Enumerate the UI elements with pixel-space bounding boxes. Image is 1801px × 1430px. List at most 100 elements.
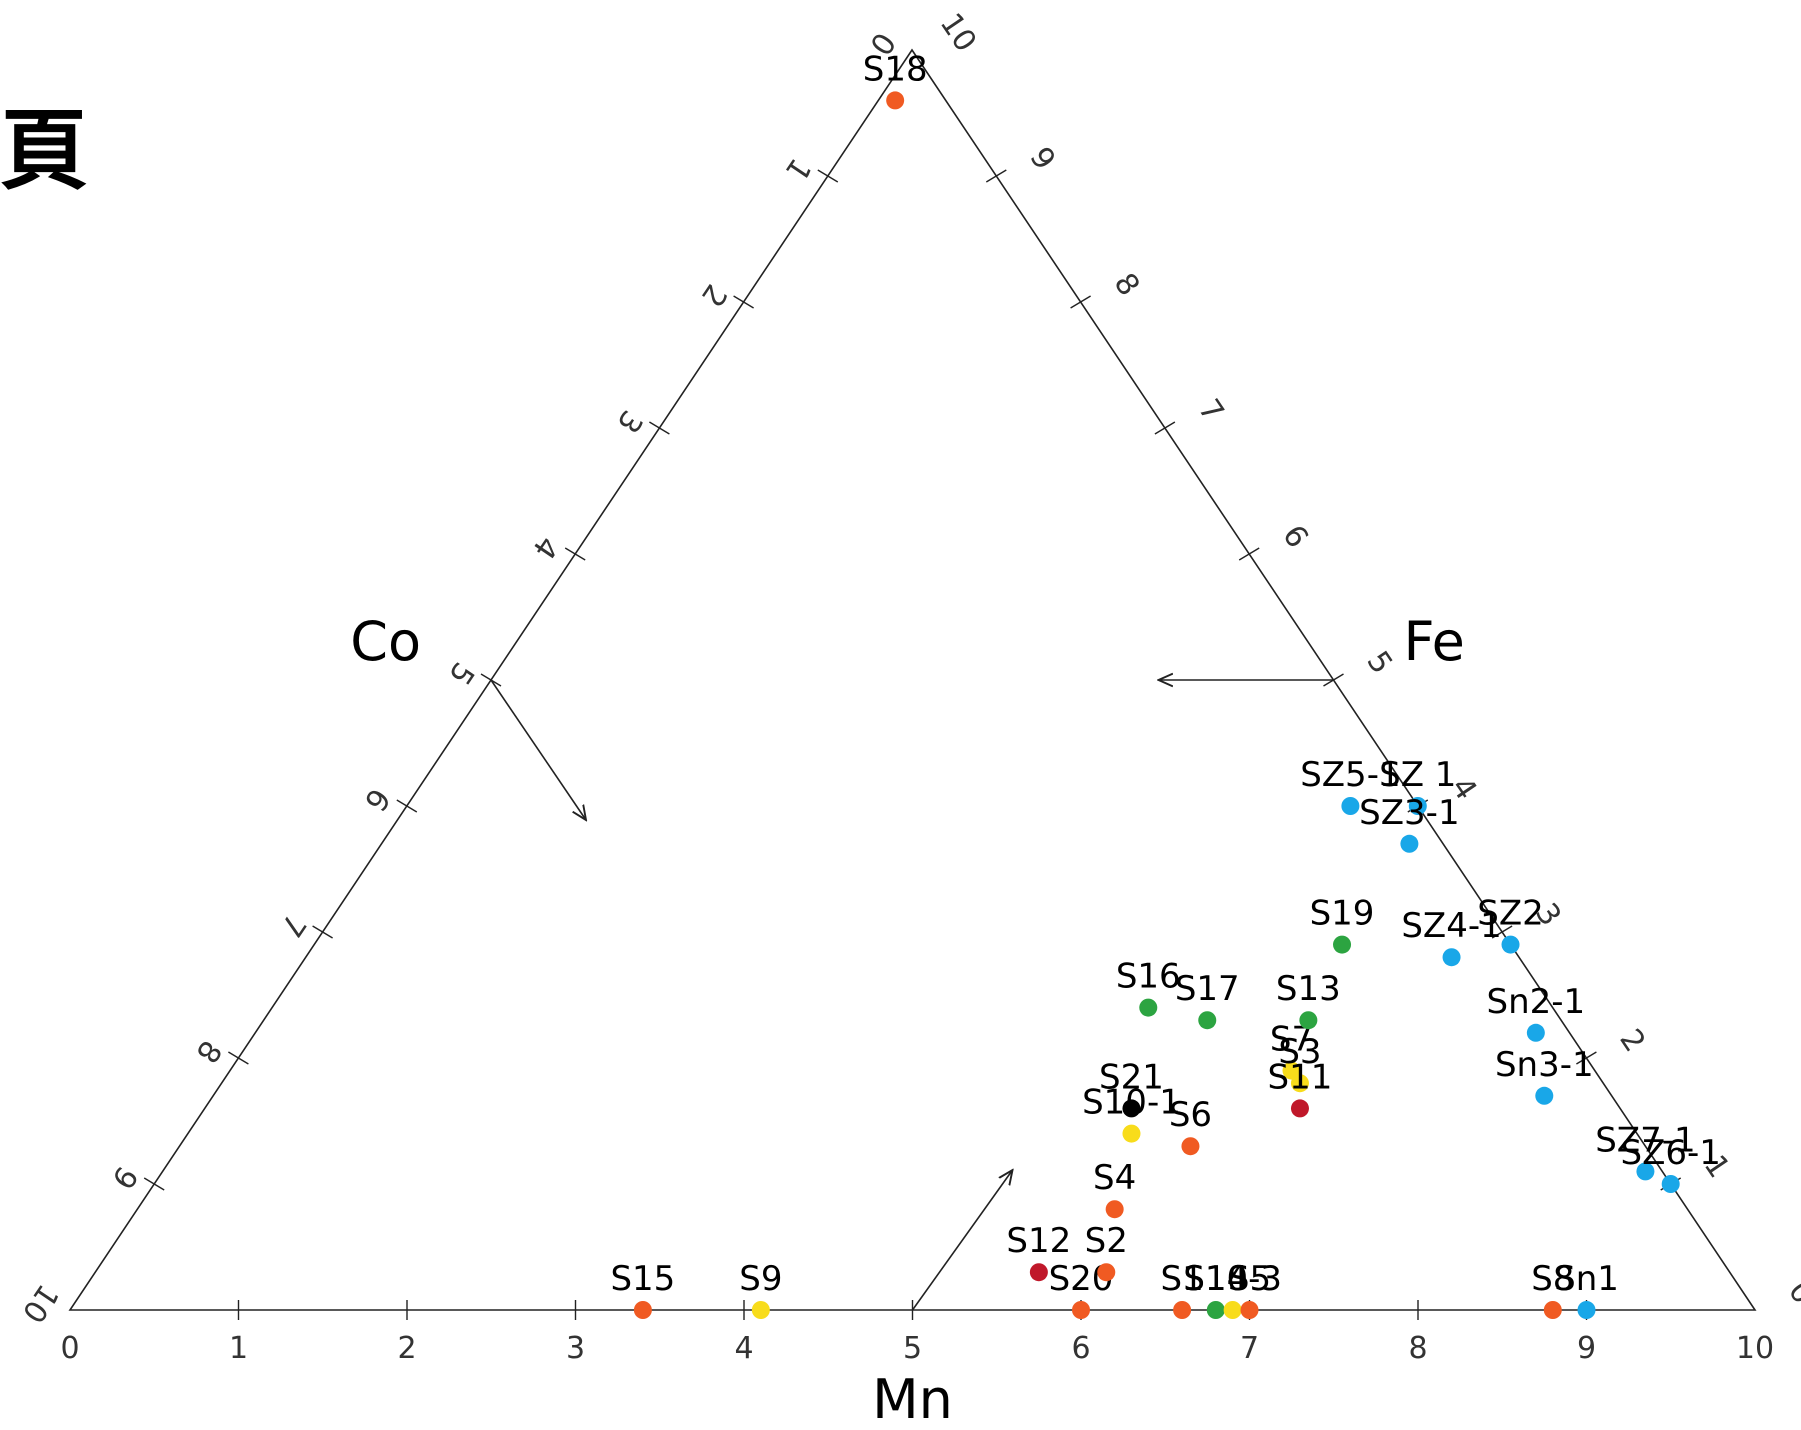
point-s6: [1181, 1137, 1200, 1156]
tick-label-right: 6: [1275, 519, 1315, 554]
point-sn3-1: [1535, 1086, 1554, 1105]
point-s15: [633, 1301, 652, 1319]
point-label: S16: [1116, 957, 1181, 997]
tick-label-bottom: 9: [1577, 1331, 1596, 1366]
point-label: S12: [1006, 1221, 1071, 1261]
axis-label-co: Co: [350, 610, 421, 673]
point-label: S15: [610, 1259, 675, 1299]
tick-label-bottom: 2: [397, 1331, 416, 1366]
tick-label-left: 7: [273, 908, 313, 943]
tick-right: [1070, 295, 1091, 309]
tick-label-right: 0: [1781, 1275, 1801, 1310]
point-sz6-1: [1661, 1175, 1680, 1193]
tick-label-left: 5: [441, 656, 481, 691]
tick-label-right: 7: [1191, 393, 1231, 428]
tick-label-left: 6: [357, 782, 397, 817]
tick-label-right: 9: [1022, 141, 1062, 176]
tick-label-bottom: 0: [60, 1331, 79, 1366]
point-s1: [1173, 1301, 1192, 1319]
triangle-frame: [68, 48, 1757, 1311]
point-label: Sn2-1: [1487, 982, 1586, 1022]
tick-label-left: 4: [525, 530, 565, 565]
point-label: S11: [1268, 1057, 1333, 1097]
tick-left: [312, 925, 333, 939]
tick-label-bottom: 3: [566, 1331, 585, 1366]
point-s11: [1290, 1099, 1309, 1118]
point-label: SZ2: [1477, 894, 1544, 934]
point-s4: [1105, 1200, 1124, 1219]
point-s3: [1290, 1074, 1309, 1093]
point-s21: [1122, 1099, 1141, 1118]
tick-left: [817, 169, 839, 183]
data-points: S18S15S12S20S4S10-1S21S16S17S7S13S19S6S3…: [610, 49, 1721, 1319]
point-label: S17: [1175, 969, 1240, 1009]
point-s8: [1543, 1301, 1562, 1319]
point-label: S19: [1310, 894, 1375, 934]
point-label: S8: [1531, 1259, 1574, 1299]
tick-label-left: 9: [104, 1160, 144, 1195]
tick-right: [985, 169, 1007, 183]
tick-label-bottom: 5: [903, 1331, 922, 1366]
point-s16: [1139, 998, 1158, 1017]
tick-left: [228, 1051, 249, 1065]
point-label: S1: [1160, 1259, 1203, 1299]
point-sz-1: [1408, 797, 1427, 815]
point-s14: [1206, 1301, 1225, 1319]
point-s9: [751, 1301, 770, 1319]
point-label: S5: [1228, 1259, 1271, 1299]
point-label: Sn1: [1554, 1259, 1619, 1299]
tick-label-bottom: 6: [1071, 1331, 1090, 1366]
point-s13: [1299, 1011, 1318, 1030]
point-label: S6: [1169, 1095, 1212, 1135]
tick-right: [1238, 547, 1260, 561]
point-label: SZ4-1: [1401, 906, 1501, 946]
axis-titles: Co Fe Mn: [350, 610, 1465, 1430]
point-label: SZ 1: [1379, 755, 1456, 795]
point-s12: [1029, 1263, 1048, 1282]
tick-label-bottom: 1: [229, 1331, 248, 1366]
tick-right: [1154, 421, 1176, 435]
tick-label-left: 10: [15, 1278, 65, 1329]
point-label: S13: [1276, 969, 1341, 1009]
point-s18: [886, 91, 905, 110]
point-sn2-1: [1526, 1023, 1545, 1042]
point-s10-3: [1223, 1301, 1242, 1319]
tick-label-bottom: 4: [734, 1331, 753, 1366]
tick-label-bottom: 8: [1408, 1331, 1427, 1366]
tick-label-right: 5: [1360, 645, 1400, 680]
tick-left: [143, 1177, 165, 1191]
tick-right: [1491, 925, 1513, 939]
point-s7: [1282, 1061, 1301, 1080]
point-sz5-1: [1341, 797, 1360, 815]
point-s10-1: [1122, 1124, 1141, 1143]
tick-label-left: 3: [609, 404, 649, 439]
point-s19: [1333, 935, 1352, 954]
tick-left: [396, 799, 418, 813]
tick-left: [649, 421, 670, 435]
point-label: S9: [739, 1259, 782, 1299]
tick-label-bottom: 10: [1736, 1331, 1774, 1366]
point-label: S18: [863, 49, 928, 89]
point-s2: [1097, 1263, 1116, 1282]
axis-label-mn: Mn: [872, 1368, 953, 1430]
tick-label-right: 8: [1107, 267, 1147, 302]
axis-label-fe: Fe: [1404, 610, 1465, 673]
point-label: SZ7-1: [1595, 1120, 1695, 1160]
tick-label-right: 10: [933, 7, 983, 58]
point-s20: [1072, 1301, 1090, 1319]
arrow-mn: [911, 1170, 1013, 1311]
point-label: S3: [1278, 1032, 1321, 1072]
tick-label-right: 2: [1612, 1023, 1652, 1058]
point-label: S21: [1099, 1057, 1164, 1097]
point-sz2: [1501, 935, 1520, 954]
point-label: Sn3-1: [1495, 1045, 1594, 1085]
tick-left: [564, 547, 586, 561]
point-label: S4: [1093, 1158, 1136, 1198]
tick-left: [733, 295, 754, 309]
tick-right: [1576, 1051, 1597, 1065]
cropped-heading-char: 頁: [0, 99, 89, 202]
point-sn1: [1577, 1301, 1596, 1319]
point-label: SZ3-1: [1359, 793, 1459, 833]
